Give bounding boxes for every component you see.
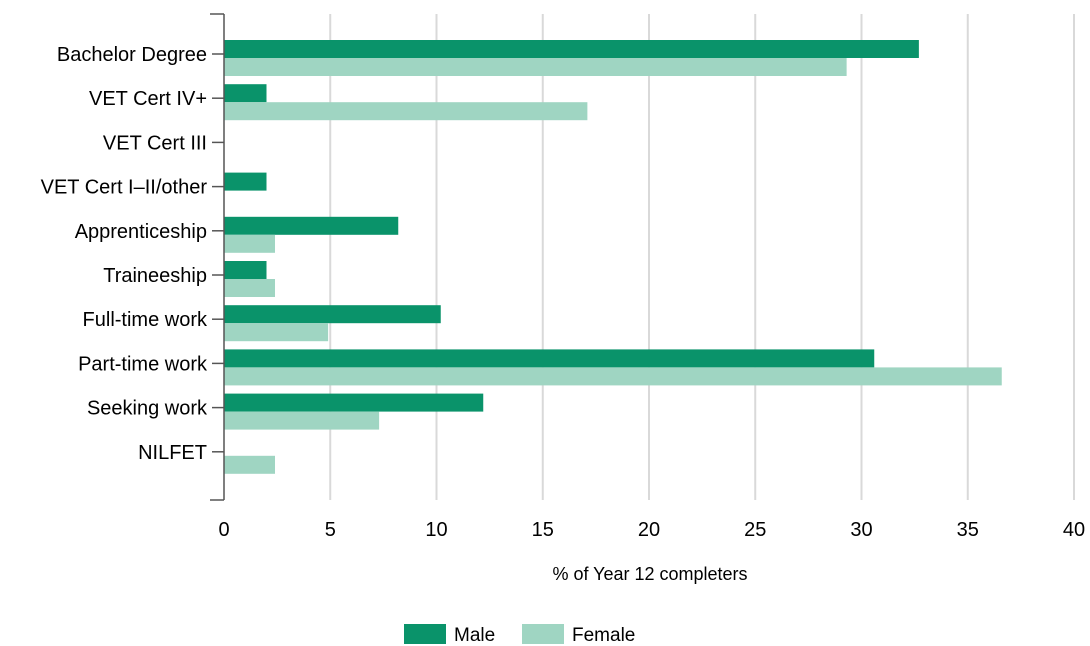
legend-swatch — [522, 624, 564, 644]
bar-male — [224, 349, 875, 368]
y-tick-label: Bachelor Degree — [57, 44, 207, 66]
x-tick-label: 20 — [638, 519, 660, 541]
bar-male — [224, 40, 919, 58]
axes — [210, 13, 225, 501]
gridlines — [329, 14, 1075, 500]
bar-female — [224, 323, 329, 342]
bar-male — [224, 84, 267, 103]
x-tick-label: 0 — [218, 519, 229, 541]
x-tick-label: 10 — [425, 519, 447, 541]
bar-male — [224, 261, 267, 279]
y-tick-label: Seeking work — [87, 398, 208, 420]
bar-female — [224, 234, 275, 253]
bar-female — [224, 411, 380, 430]
bar-female — [224, 102, 588, 121]
bar-male — [224, 216, 399, 235]
legend-swatch — [404, 624, 446, 644]
x-axis-title: % of Year 12 completers — [552, 564, 747, 584]
y-tick-label: Traineeship — [103, 265, 207, 287]
bar-male — [224, 172, 267, 191]
x-tick-label: 25 — [744, 519, 766, 541]
x-tick-label: 30 — [850, 519, 872, 541]
bar-female — [224, 279, 275, 297]
x-tick-label: 35 — [957, 519, 979, 541]
legend: Male Female — [404, 624, 635, 646]
x-tick-label: 5 — [325, 519, 336, 541]
y-tick-label: NILFET — [138, 442, 207, 464]
y-tick-label: VET Cert IV+ — [89, 88, 207, 110]
bar-female — [224, 58, 847, 76]
y-tick-label: VET Cert I–II/other — [41, 177, 208, 199]
x-tick-label: 15 — [532, 519, 554, 541]
bar-female — [224, 455, 275, 474]
x-tick-label: 40 — [1063, 519, 1085, 541]
legend-label: Male — [454, 625, 495, 646]
y-tick-label: Full-time work — [83, 309, 208, 331]
legend-label: Female — [572, 625, 635, 646]
y-tick-label: Apprenticeship — [75, 221, 207, 243]
labels: 0 5 10 15 20 25 30 35 40 Bachelor Degree VET Cert … — [41, 44, 1086, 541]
bar-female — [224, 367, 1002, 386]
bar-male — [224, 305, 441, 324]
y-tick-label: VET Cert III — [103, 132, 207, 154]
bar-male — [224, 393, 484, 412]
y-tick-label: Part-time work — [78, 353, 208, 375]
bars — [224, 40, 1002, 474]
